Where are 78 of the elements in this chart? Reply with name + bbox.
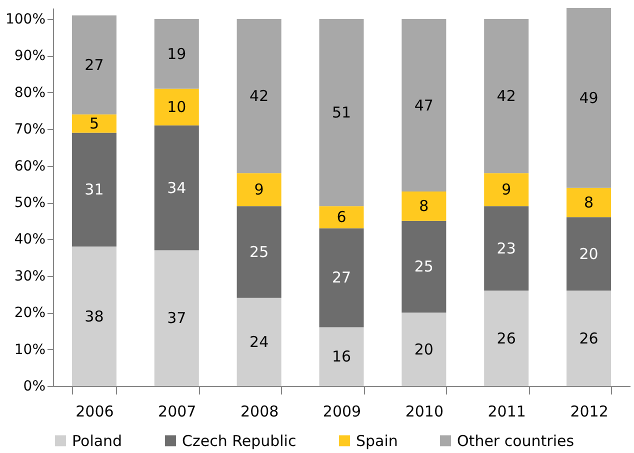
bar xyxy=(402,191,446,221)
y-tick-label: 0% xyxy=(23,378,46,394)
data-label: 31 xyxy=(84,180,104,199)
data-label: 25 xyxy=(250,243,269,262)
x-tick-label: 2010 xyxy=(405,402,444,420)
data-label: 16 xyxy=(332,348,352,366)
bar xyxy=(566,217,612,291)
data-label: 24 xyxy=(250,332,269,351)
bar xyxy=(72,246,116,386)
bar xyxy=(154,88,199,126)
data-label: 38 xyxy=(84,307,104,326)
bar xyxy=(484,290,529,386)
y-tick-label: 20% xyxy=(14,305,46,322)
data-label: 34 xyxy=(167,178,186,197)
data-label: 19 xyxy=(167,44,186,63)
bar xyxy=(319,206,364,228)
bar xyxy=(236,298,282,386)
data-label: 42 xyxy=(496,87,516,106)
bar xyxy=(566,290,612,386)
bar xyxy=(566,8,612,188)
data-label: 20 xyxy=(579,244,598,263)
legend-label: Poland xyxy=(72,432,122,450)
data-label: 23 xyxy=(496,239,516,258)
y-tick-label: 50% xyxy=(14,195,46,212)
data-label: 27 xyxy=(84,56,104,74)
data-label: 10 xyxy=(167,98,186,116)
bar xyxy=(154,19,199,89)
y-tick-label: 100% xyxy=(5,12,46,28)
bar xyxy=(236,173,282,206)
bar xyxy=(154,250,199,386)
data-label: 8 xyxy=(419,197,429,216)
legend-label: Other countries xyxy=(457,432,574,450)
y-tick-label: 80% xyxy=(14,84,46,101)
bar xyxy=(319,327,364,386)
bar xyxy=(236,206,282,298)
data-label: 6 xyxy=(336,208,346,226)
bar xyxy=(72,114,116,133)
bar xyxy=(484,173,529,206)
x-tick-label: 2008 xyxy=(240,402,279,420)
y-tick-label: 30% xyxy=(14,268,46,284)
data-label: 26 xyxy=(496,329,516,348)
bar xyxy=(566,188,612,218)
legend-label: Czech Republic xyxy=(182,432,296,450)
bar xyxy=(319,228,364,328)
data-label: 49 xyxy=(579,88,598,107)
data-label: 9 xyxy=(254,180,264,199)
legend-label: Spain xyxy=(356,432,398,450)
data-label: 51 xyxy=(332,104,352,122)
data-label: 8 xyxy=(584,194,594,212)
data-label: 20 xyxy=(414,340,434,358)
bar xyxy=(319,19,364,206)
x-tick-label: 2006 xyxy=(76,402,114,420)
x-tick-label: 2007 xyxy=(158,402,196,420)
data-label: 47 xyxy=(414,96,434,114)
x-tick-label: 2012 xyxy=(570,402,608,420)
x-tick-label: 2011 xyxy=(488,402,526,420)
bar xyxy=(402,19,446,192)
bar xyxy=(154,125,199,250)
data-label: 27 xyxy=(332,268,352,287)
data-label: 5 xyxy=(89,114,99,133)
y-tick-label: 40% xyxy=(14,232,46,248)
bar xyxy=(484,19,529,174)
data-label: 25 xyxy=(414,258,434,276)
bar xyxy=(402,312,446,386)
data-label: 26 xyxy=(579,329,598,348)
data-label: 42 xyxy=(250,87,269,106)
bar xyxy=(484,206,529,291)
bar xyxy=(72,15,116,114)
y-tick-label: 10% xyxy=(14,342,46,358)
y-tick-label: 60% xyxy=(14,158,46,174)
y-tick-label: 90% xyxy=(14,48,46,64)
x-tick-label: 2009 xyxy=(322,402,362,420)
bar xyxy=(402,220,446,313)
bar xyxy=(236,19,282,174)
data-label: 37 xyxy=(167,309,186,328)
y-tick-label: 70% xyxy=(14,122,46,138)
data-label: 9 xyxy=(502,180,512,199)
bar xyxy=(72,132,116,247)
